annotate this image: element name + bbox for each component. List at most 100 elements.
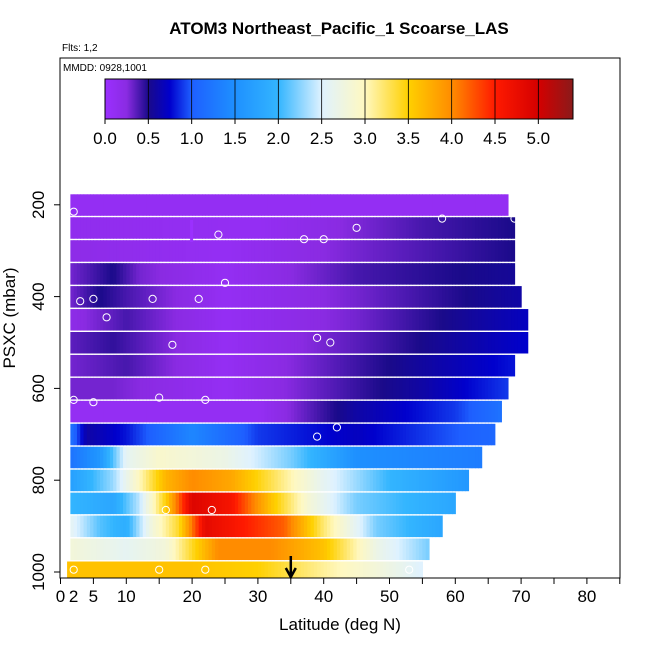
heatmap-cell	[392, 400, 397, 423]
heatmap-cell	[356, 194, 361, 216]
heatmap-cell	[442, 217, 447, 239]
heatmap-cell	[234, 240, 239, 262]
heatmap-cell	[287, 538, 292, 561]
heatmap-cell	[284, 492, 289, 515]
heatmap-cell	[353, 263, 358, 285]
heatmap-cell	[90, 538, 94, 561]
heatmap-cell	[149, 538, 154, 561]
heatmap-cell	[343, 492, 348, 515]
heatmap-cell	[264, 194, 269, 216]
heatmap-cell	[106, 469, 111, 492]
heatmap-cell	[136, 561, 141, 578]
heatmap-cell	[93, 217, 98, 239]
heatmap-cell	[389, 469, 394, 492]
heatmap-cell	[165, 309, 170, 331]
heatmap-cell	[113, 194, 118, 216]
heatmap-cell	[481, 217, 486, 239]
top-tick-marker	[190, 220, 194, 242]
heatmap-cell	[280, 515, 285, 538]
heatmap-cell	[484, 240, 489, 262]
heatmap-cell	[405, 469, 410, 492]
heatmap-cell	[405, 561, 410, 578]
heatmap-cell	[90, 332, 94, 354]
heatmap-cell	[129, 286, 134, 308]
heatmap-cell	[178, 377, 183, 400]
heatmap-cell	[320, 194, 325, 216]
heatmap-cell	[307, 377, 312, 400]
heatmap-cell	[379, 217, 384, 239]
heatmap-cell	[359, 515, 364, 538]
heatmap-cell	[310, 492, 315, 515]
heatmap-cell	[201, 446, 206, 469]
heatmap-cell	[376, 263, 381, 285]
heatmap-cell	[198, 538, 203, 561]
heatmap-cell	[494, 286, 499, 308]
heatmap-cell	[405, 515, 410, 538]
heatmap-cell	[99, 515, 104, 538]
heatmap-cell	[178, 194, 183, 216]
heatmap-cell	[185, 446, 190, 469]
heatmap-cell	[132, 263, 137, 285]
heatmap-cell	[211, 354, 216, 377]
heatmap-cell	[326, 194, 331, 216]
heatmap-cell	[192, 538, 196, 561]
heatmap-cell	[294, 469, 298, 492]
heatmap-cell	[402, 492, 407, 515]
heatmap-cell	[373, 332, 377, 354]
heatmap-cell	[188, 240, 193, 262]
heatmap-cell	[284, 332, 289, 354]
heatmap-cell	[274, 332, 279, 354]
heatmap-cell	[389, 309, 394, 331]
heatmap-cell	[126, 400, 131, 423]
heatmap-cell	[465, 263, 470, 285]
heatmap-cell	[389, 446, 394, 469]
heatmap-cell	[313, 492, 318, 515]
heatmap-cell	[330, 309, 335, 331]
heatmap-cell	[412, 469, 417, 492]
heatmap-cell	[254, 286, 259, 308]
heatmap-cell	[70, 377, 75, 400]
heatmap-cell	[165, 538, 170, 561]
heatmap-cell	[379, 263, 384, 285]
heatmap-cell	[465, 240, 470, 262]
heatmap-cell	[488, 263, 493, 285]
heatmap-cell	[132, 423, 137, 446]
heatmap-cell	[126, 217, 131, 239]
heatmap-cell	[152, 286, 157, 308]
heatmap-cell	[241, 194, 246, 216]
heatmap-cell	[471, 263, 476, 285]
heatmap-cell	[277, 515, 282, 538]
heatmap-cell	[419, 354, 423, 377]
heatmap-cell	[405, 446, 410, 469]
heatmap-cell	[471, 240, 476, 262]
heatmap-cell	[241, 515, 246, 538]
heatmap-cell	[159, 469, 164, 492]
heatmap-cell	[392, 217, 397, 239]
heatmap-cell	[257, 400, 262, 423]
heatmap-cell	[169, 538, 173, 561]
heatmap-cell	[405, 240, 410, 262]
heatmap-cell	[412, 492, 417, 515]
heatmap-cell	[162, 400, 167, 423]
heatmap-cell	[379, 309, 384, 331]
heatmap-cell	[99, 354, 104, 377]
heatmap-cell	[238, 332, 243, 354]
heatmap-cell	[448, 377, 453, 400]
colorbar-labels: 0.0 0.5 1.0 1.5 2.0 2.5 3.0 3.5 4.0 4.5 5.0	[93, 129, 550, 148]
heatmap-cell	[458, 332, 463, 354]
heatmap-cell	[471, 217, 476, 239]
heatmap-cell	[261, 492, 266, 515]
heatmap-cell	[103, 354, 108, 377]
heatmap-cell	[481, 423, 486, 446]
heatmap-cell	[465, 286, 470, 308]
heatmap-cell	[116, 354, 121, 377]
x-tick-label: 50	[380, 587, 399, 606]
heatmap-cell	[86, 492, 91, 515]
heatmap-cell	[399, 423, 404, 446]
heatmap-cell	[409, 194, 414, 216]
heatmap-cell	[326, 286, 331, 308]
heatmap-cell	[149, 492, 154, 515]
heatmap-cell	[175, 263, 180, 285]
heatmap-cell	[373, 515, 377, 538]
heatmap-cell	[261, 538, 266, 561]
